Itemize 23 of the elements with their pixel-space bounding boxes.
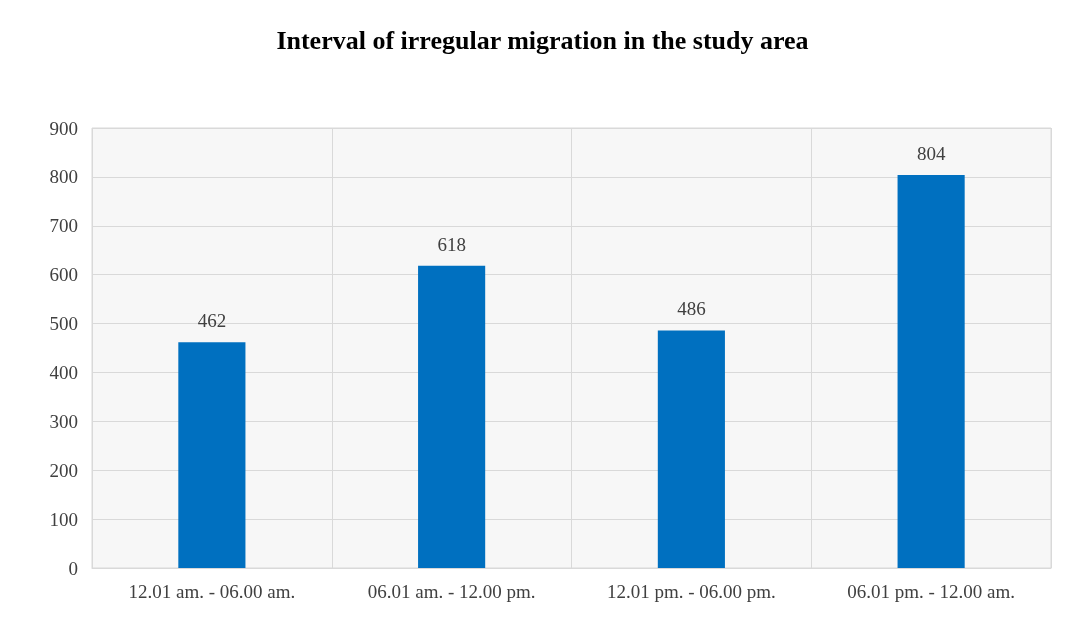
y-tick-label: 800 — [49, 166, 78, 188]
y-tick-label: 100 — [49, 508, 78, 530]
x-tick-label: 12.01 am. - 06.00 am. — [128, 581, 296, 602]
bar — [418, 265, 486, 568]
bar — [178, 342, 246, 568]
y-tick-label: 200 — [49, 459, 78, 481]
x-tick-label: 06.01 pm. - 12.00 am. — [847, 581, 1016, 602]
data-label: 462 — [197, 310, 227, 332]
y-tick-label: 700 — [49, 215, 78, 237]
data-label: 804 — [916, 142, 946, 164]
bar — [657, 330, 725, 568]
data-label: 486 — [677, 298, 706, 320]
data-label: 618 — [437, 233, 466, 255]
y-tick-label: 500 — [49, 313, 78, 335]
x-tick-label: 12.01 pm. - 06.00 pm. — [606, 581, 776, 602]
y-tick-label: 600 — [49, 264, 78, 286]
chart-title: Interval of irregular migration in the study area — [276, 25, 809, 55]
y-tick-label: 0 — [68, 557, 78, 579]
y-tick-label: 400 — [49, 361, 78, 383]
bar — [897, 174, 965, 568]
y-tick-label: 300 — [49, 410, 78, 432]
x-tick-label: 06.01 am. - 12.00 pm. — [367, 581, 536, 602]
y-tick-label: 900 — [49, 117, 78, 139]
